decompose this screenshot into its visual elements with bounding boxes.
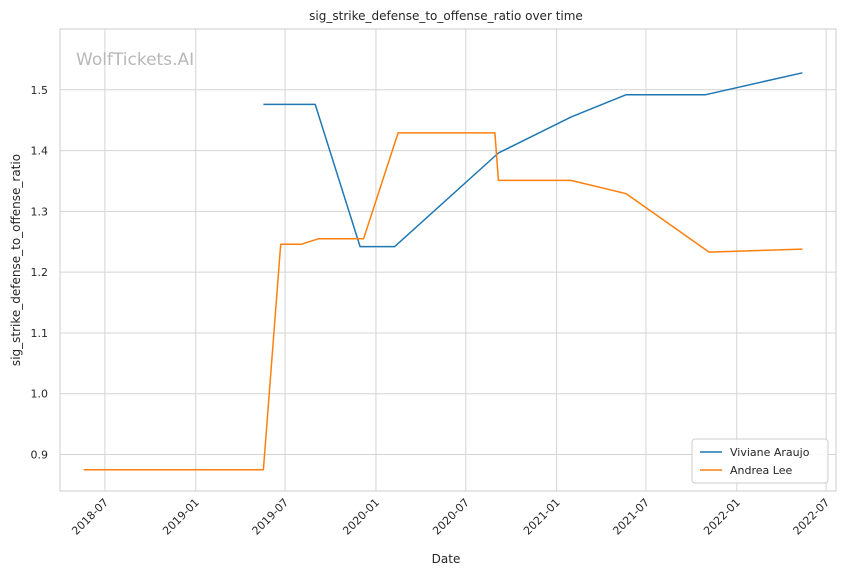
series-line xyxy=(263,72,803,248)
y-axis-ticks: 0.9 1.0 1.1 1.2 1.3 1.4 1.5 xyxy=(31,84,49,462)
legend: Viviane Araujo Andrea Lee xyxy=(691,438,829,484)
legend-entry: Andrea Lee xyxy=(730,464,792,477)
y-tick-label: 1.0 xyxy=(31,388,49,401)
y-tick-label: 1.3 xyxy=(31,205,49,218)
plot-frame xyxy=(59,28,837,492)
y-tick-label: 1.1 xyxy=(31,327,49,340)
y-tick-label: 1.2 xyxy=(31,266,49,279)
y-tick-label: 0.9 xyxy=(31,449,49,462)
legend-entry: Viviane Araujo xyxy=(730,446,810,459)
x-axis-label: Date xyxy=(432,552,461,566)
watermark: WolfTickets.AI xyxy=(76,50,194,70)
y-axis-label: sig_strike_defense_to_offense_ratio xyxy=(9,154,23,366)
series-lines xyxy=(83,72,803,471)
legend-box xyxy=(691,438,829,484)
chart-title: sig_strike_defense_to_offense_ratio over… xyxy=(309,9,583,23)
y-tick-label: 1.4 xyxy=(31,145,49,158)
series-line xyxy=(83,132,803,471)
y-tick-label: 1.5 xyxy=(31,84,49,97)
